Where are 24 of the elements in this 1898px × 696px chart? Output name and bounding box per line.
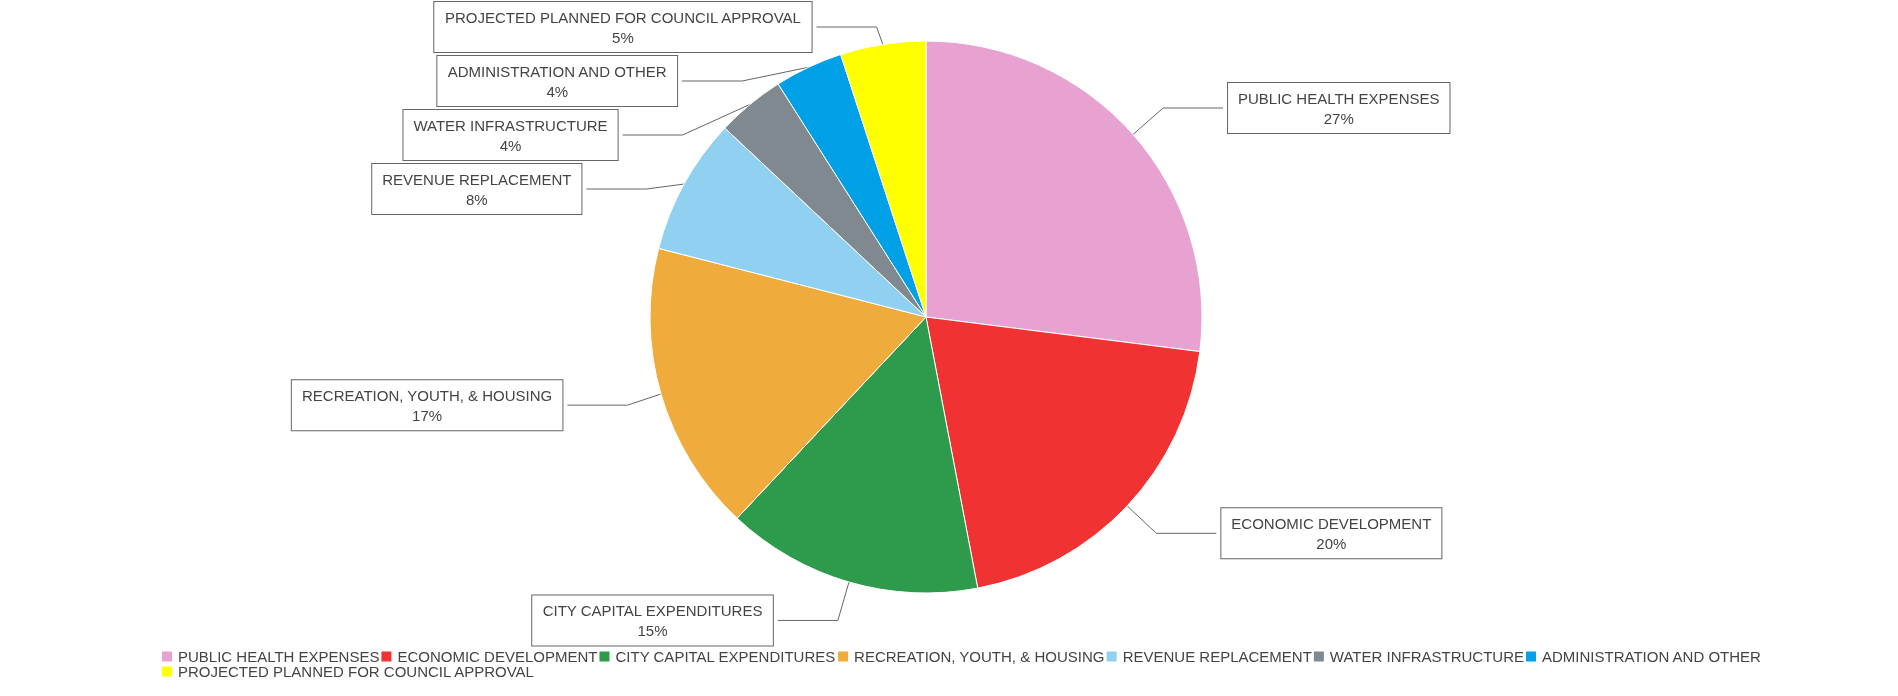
- legend-label: PROJECTED PLANNED FOR COUNCIL APPROVAL: [178, 663, 534, 680]
- legend-label: PUBLIC HEALTH EXPENSES: [178, 648, 380, 665]
- legend-label: WATER INFRASTRUCTURE: [1329, 648, 1525, 665]
- legend-label: RECREATION, YOUTH, & HOUSING: [854, 648, 1105, 665]
- slice-label: REVENUE REPLACEMENT: [382, 170, 572, 188]
- legend-label: ADMINISTRATION AND OTHER: [1542, 648, 1762, 665]
- slice-label: PROJECTED PLANNED FOR COUNCIL APPROVAL: [444, 8, 801, 26]
- data-label: 4%: [499, 136, 522, 154]
- legend-label: CITY CAPITAL EXPENDITURES: [615, 648, 836, 665]
- data-label: 8%: [465, 190, 488, 208]
- slice-label: ECONOMIC DEVELOPMENT: [1231, 514, 1432, 532]
- slice-label: ADMINISTRATION AND OTHER: [447, 62, 667, 80]
- slice-label: WATER INFRASTRUCTURE: [413, 116, 608, 134]
- slice-label: RECREATION, YOUTH, & HOUSING: [301, 386, 553, 404]
- data-label: 4%: [546, 82, 569, 100]
- data-label: 20%: [1316, 534, 1347, 552]
- data-label: 17%: [412, 406, 443, 424]
- data-label: 5%: [612, 28, 634, 46]
- data-label: 27%: [1323, 109, 1354, 127]
- legend-label: REVENUE REPLACEMENT: [1122, 648, 1312, 665]
- legend-label: ECONOMIC DEVELOPMENT: [397, 648, 598, 665]
- data-label: 15%: [637, 621, 668, 639]
- slice-label: CITY CAPITAL EXPENDITURES: [542, 601, 763, 619]
- slice-label: PUBLIC HEALTH EXPENSES: [1238, 89, 1440, 107]
